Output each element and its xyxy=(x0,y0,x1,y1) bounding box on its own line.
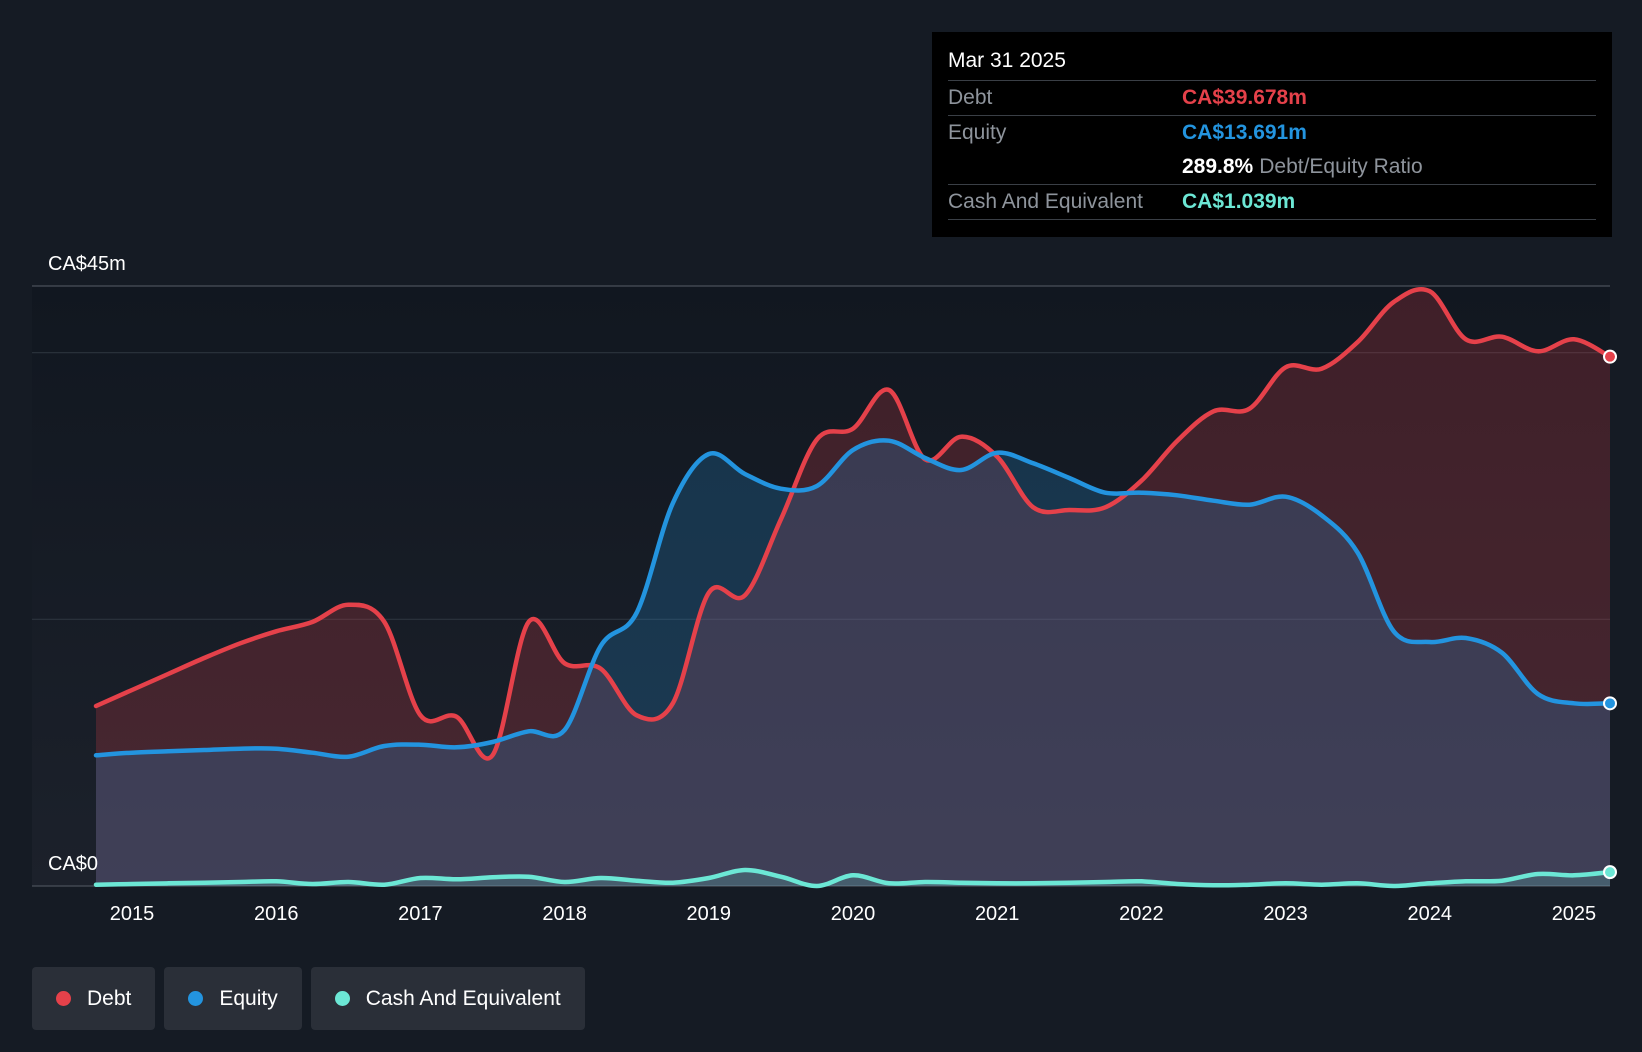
x-tick-label: 2019 xyxy=(687,903,732,925)
tooltip-panel: Mar 31 2025 Debt CA$39.678m Equity CA$13… xyxy=(932,32,1612,237)
legend-label-debt: Debt xyxy=(87,986,132,1010)
x-tick-label: 2023 xyxy=(1263,903,1308,925)
x-tick-label: 2024 xyxy=(1408,903,1453,925)
legend-label-cash: Cash And Equivalent xyxy=(365,986,561,1010)
debt-endpoint-marker xyxy=(1603,349,1617,364)
x-tick-label: 2022 xyxy=(1119,903,1164,925)
tooltip-date: Mar 31 2025 xyxy=(948,46,1596,81)
legend-item-debt[interactable]: Debt xyxy=(32,967,156,1030)
legend-dot-debt-icon xyxy=(56,991,71,1006)
cash-area xyxy=(96,869,1610,887)
legend-dot-cash-icon xyxy=(334,991,350,1006)
plot-background xyxy=(32,286,1610,886)
tooltip-debt-value: CA$39.678m xyxy=(1182,86,1307,109)
x-tick-label: 2025 xyxy=(1552,903,1597,925)
chart-legend: Debt Equity Cash And Equivalent xyxy=(32,967,585,1030)
legend-dot-equity-icon xyxy=(188,991,204,1006)
y-axis-top-label: CA$45m xyxy=(48,253,126,275)
tooltip-ratio-row: 289.8% Debt/Equity Ratio xyxy=(948,150,1596,185)
equity-line xyxy=(93,438,1613,760)
tooltip-ratio-value: 289.8% xyxy=(1182,155,1254,178)
tooltip-cash-label: Cash And Equivalent xyxy=(948,190,1143,213)
x-tick-label: 2017 xyxy=(398,903,443,925)
tooltip-debt-label: Debt xyxy=(948,86,993,109)
equity-endpoint-marker xyxy=(1603,696,1617,711)
x-tick-label: 2020 xyxy=(831,903,876,925)
y-axis-bottom-label: CA$0 xyxy=(48,853,98,875)
cash-line xyxy=(93,867,1613,889)
tooltip-equity-value: CA$13.691m xyxy=(1182,121,1307,144)
x-tick-label: 2021 xyxy=(975,903,1020,925)
tooltip-cash-value: CA$1.039m xyxy=(1182,190,1296,213)
legend-item-cash[interactable]: Cash And Equivalent xyxy=(310,967,585,1030)
tooltip-equity-row: Equity CA$13.691m xyxy=(948,116,1596,150)
x-tick-label: 2018 xyxy=(542,903,587,925)
equity-area xyxy=(96,440,1610,886)
debt-area xyxy=(96,289,1610,886)
x-tick-label: 2015 xyxy=(110,903,155,925)
tooltip-equity-label: Equity xyxy=(948,121,1007,144)
debt-line xyxy=(93,286,1613,761)
tooltip-debt-row: Debt CA$39.678m xyxy=(948,81,1596,116)
legend-item-equity[interactable]: Equity xyxy=(164,967,302,1030)
tooltip-ratio-label: Debt/Equity Ratio xyxy=(1259,155,1423,178)
legend-label-equity: Equity xyxy=(219,986,278,1010)
x-tick-label: 2016 xyxy=(254,903,299,925)
cash-endpoint-marker xyxy=(1603,865,1617,880)
tooltip-cash-row: Cash And Equivalent CA$1.039m xyxy=(948,185,1596,220)
